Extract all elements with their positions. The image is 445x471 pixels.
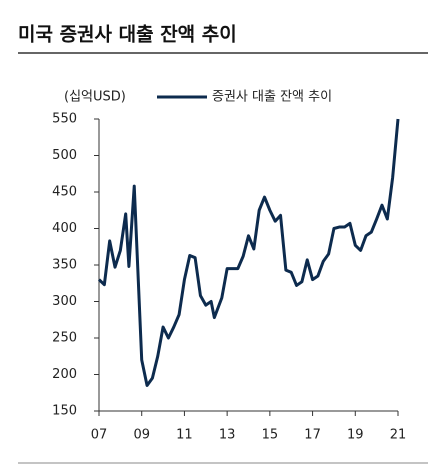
chart-title: 미국 증권사 대출 잔액 추이 [18,24,237,46]
y-tick-label: 300 [52,294,77,309]
y-tick-label: 350 [52,258,77,273]
x-tick-label: 11 [176,428,193,443]
y-tick-label: 450 [52,185,77,200]
x-tick-label: 09 [133,428,150,443]
y-tick-label: 500 [52,148,77,163]
y-tick-label: 400 [52,221,77,236]
y-tick-label: 150 [52,404,77,419]
y-axis-label: (십억USD) [64,90,126,105]
y-tick-label: 550 [52,112,77,127]
legend-label: 증권사 대출 잔액 추이 [212,90,332,105]
x-tick-label: 15 [262,428,279,443]
x-tick-label: 17 [304,428,321,443]
x-tick-label: 21 [390,428,407,443]
y-tick-label: 250 [52,331,77,346]
y-tick-label: 200 [52,367,77,382]
x-tick-label: 19 [347,428,364,443]
x-tick-label: 13 [219,428,236,443]
x-tick-label: 07 [91,428,108,443]
data-line [97,118,400,387]
